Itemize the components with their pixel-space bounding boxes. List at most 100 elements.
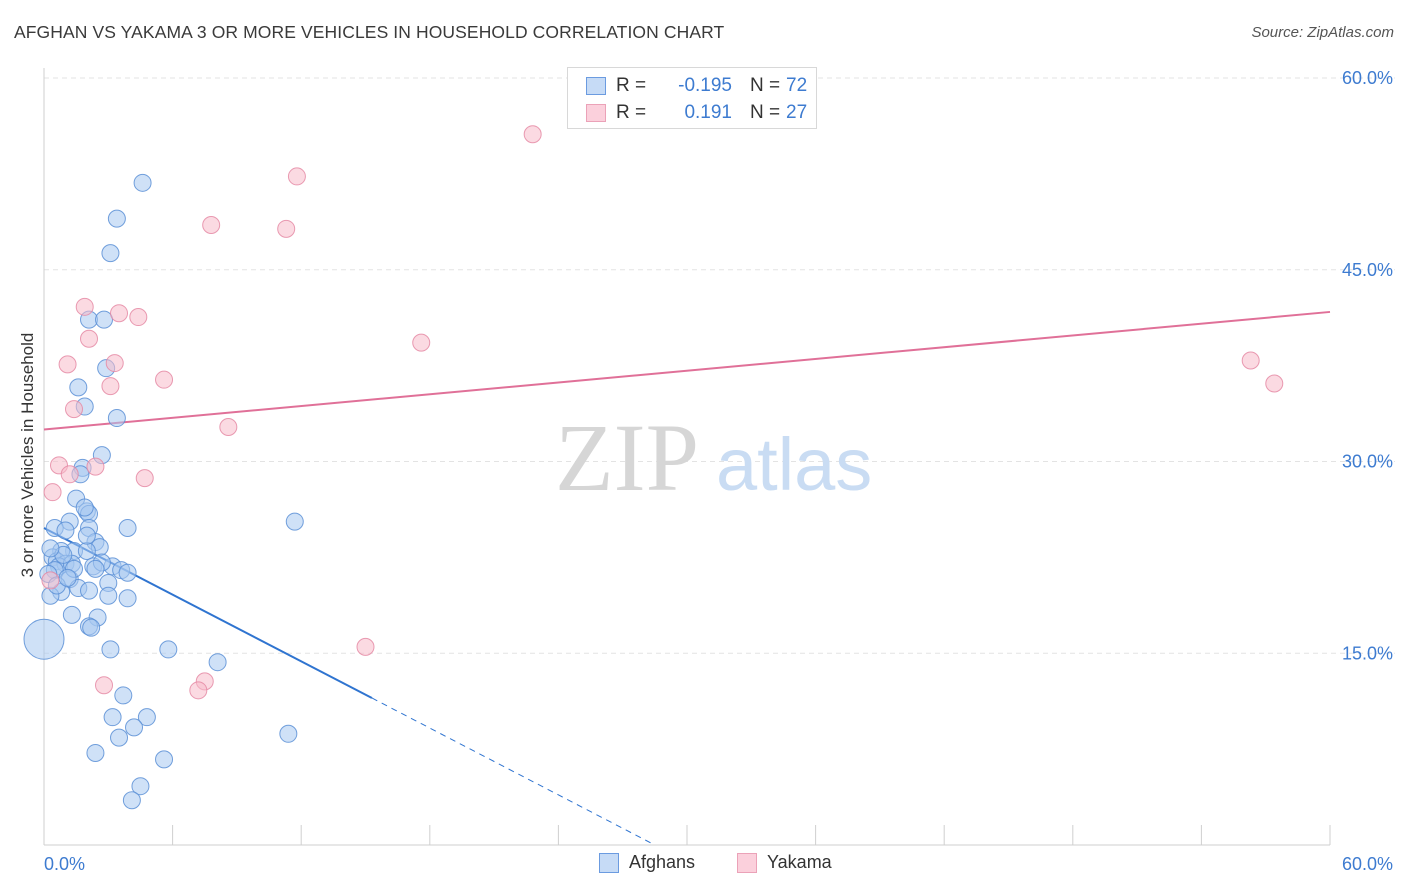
- r-value-yakama: 0.191: [684, 102, 732, 123]
- yakama-point: [65, 400, 84, 419]
- grid-lines: [44, 77, 1395, 654]
- afghans-point: [80, 581, 99, 600]
- legend-label-yakama: Yakama: [767, 852, 832, 872]
- afghans-point: [56, 521, 75, 540]
- afghans-point: [107, 209, 126, 228]
- yakama-point: [110, 304, 129, 323]
- n-label: N =: [750, 102, 781, 123]
- yakama-point: [189, 681, 208, 700]
- watermark-zip: ZIP: [555, 404, 699, 511]
- afghans-point: [118, 589, 137, 608]
- legend-row-afghans: R = -0.195 N = 72: [586, 74, 807, 98]
- afghans-point: [118, 518, 137, 537]
- yakama-point: [86, 457, 105, 476]
- afghans-point: [58, 568, 77, 587]
- afghans-point: [77, 541, 96, 560]
- afghans-point: [208, 653, 227, 672]
- legend-item-yakama: Yakama: [737, 852, 832, 873]
- afghans-point: [133, 173, 152, 192]
- watermark: ZIP atlas: [555, 404, 872, 511]
- x-tick-label-min: 0.0%: [44, 854, 85, 874]
- yakama-point: [105, 354, 124, 373]
- yakama-point: [43, 483, 62, 502]
- afghans-point: [99, 586, 118, 605]
- yakama-point: [101, 377, 120, 396]
- yakama-point: [95, 676, 114, 695]
- source-label: Source: ZipAtlas.com: [1251, 24, 1394, 41]
- yakama-swatch: [586, 104, 606, 122]
- yakama-point: [412, 333, 431, 352]
- afghans-point: [122, 791, 141, 810]
- y-tick-label: 15.0%: [1342, 643, 1393, 663]
- afghans-point: [75, 498, 94, 517]
- r-label: R =: [616, 102, 647, 123]
- yakama-point: [135, 469, 154, 488]
- legend-item-afghans: Afghans: [599, 852, 695, 873]
- yakama-point: [58, 355, 77, 374]
- series-legend: Afghans Yakama: [0, 852, 1406, 878]
- afghans-legend-swatch: [599, 852, 619, 873]
- afghans-point: [279, 724, 298, 743]
- yakama-point: [155, 370, 174, 389]
- legend-label-afghans: Afghans: [629, 852, 696, 872]
- r-label: R =: [616, 75, 647, 96]
- afghans-point: [159, 640, 178, 659]
- afghans-point: [77, 526, 96, 545]
- yakama-point: [41, 571, 60, 590]
- afghans-point: [107, 409, 126, 428]
- n-value-afghans: 72: [786, 75, 808, 96]
- afghans-point: [95, 310, 114, 329]
- watermark-atlas: atlas: [716, 423, 872, 506]
- y-axis-label: 3 or more Vehicles in Household: [18, 332, 37, 578]
- yakama-point: [129, 308, 148, 327]
- afghans-point: [114, 686, 133, 705]
- legend-row-yakama: R = 0.191 N = 27: [586, 101, 807, 125]
- yakama-point: [287, 167, 306, 186]
- afghans-point: [155, 750, 174, 769]
- n-label: N =: [750, 75, 781, 96]
- yakama-point: [202, 216, 221, 235]
- afghans-point: [23, 618, 65, 660]
- y-tick-label: 60.0%: [1342, 68, 1393, 88]
- afghans-point: [131, 777, 150, 796]
- yakama-point: [356, 637, 375, 656]
- y-tick-label: 45.0%: [1342, 260, 1393, 280]
- yakama-point: [277, 219, 296, 238]
- n-value-yakama: 27: [786, 102, 808, 123]
- tick-labels: 15.0% 30.0% 45.0% 60.0% 0.0% 60.0%: [44, 68, 1393, 874]
- afghans-point: [82, 618, 101, 637]
- yakama-point: [60, 465, 79, 484]
- afghans-point: [125, 718, 144, 737]
- chart-title: AFGHAN VS YAKAMA 3 OR MORE VEHICLES IN H…: [14, 22, 725, 42]
- stats-legend: R = -0.195 N = 72 R = 0.191 N = 27: [567, 67, 817, 129]
- yakama-point: [523, 125, 542, 144]
- afghans-point: [285, 512, 304, 531]
- afghans-point: [137, 708, 156, 727]
- yakama-point: [1265, 374, 1284, 393]
- afghans-point: [62, 605, 81, 624]
- yakama-point: [80, 329, 99, 348]
- yakama-point: [1241, 351, 1260, 370]
- afghans-point: [86, 743, 105, 762]
- yakama-point: [75, 297, 94, 316]
- yakama-legend-swatch: [737, 852, 757, 873]
- afghans-point: [118, 563, 137, 582]
- trend-lines: [43, 310, 1331, 846]
- x-tick-label-max: 60.0%: [1342, 854, 1393, 874]
- afghans-swatch: [586, 77, 606, 95]
- afghans-point: [86, 559, 105, 578]
- yakama-trend-line: [43, 310, 1331, 431]
- yakama-point: [219, 417, 238, 436]
- afghans-trend-extension: [371, 697, 656, 846]
- y-tick-label: 30.0%: [1342, 452, 1393, 472]
- axes: [43, 68, 1331, 846]
- data-points: [23, 125, 1284, 810]
- afghans-point: [101, 640, 120, 659]
- afghans-point: [41, 539, 60, 558]
- r-value-afghans: -0.195: [678, 75, 732, 96]
- afghans-point: [103, 708, 122, 727]
- afghans-point: [101, 244, 120, 263]
- afghans-point: [110, 728, 129, 747]
- afghans-point: [69, 378, 88, 397]
